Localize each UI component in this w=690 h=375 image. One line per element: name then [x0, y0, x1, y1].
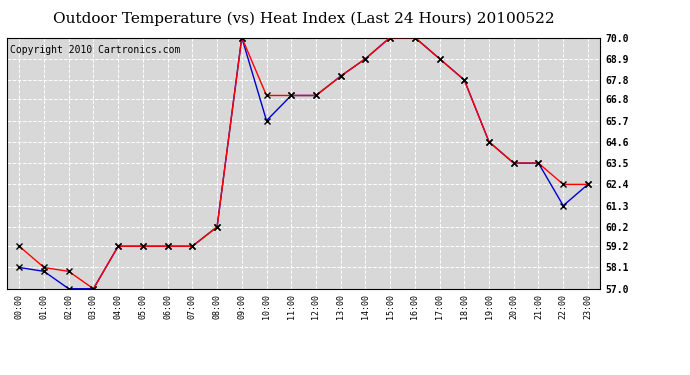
Text: Outdoor Temperature (vs) Heat Index (Last 24 Hours) 20100522: Outdoor Temperature (vs) Heat Index (Las…: [53, 11, 554, 26]
Text: Copyright 2010 Cartronics.com: Copyright 2010 Cartronics.com: [10, 45, 180, 55]
